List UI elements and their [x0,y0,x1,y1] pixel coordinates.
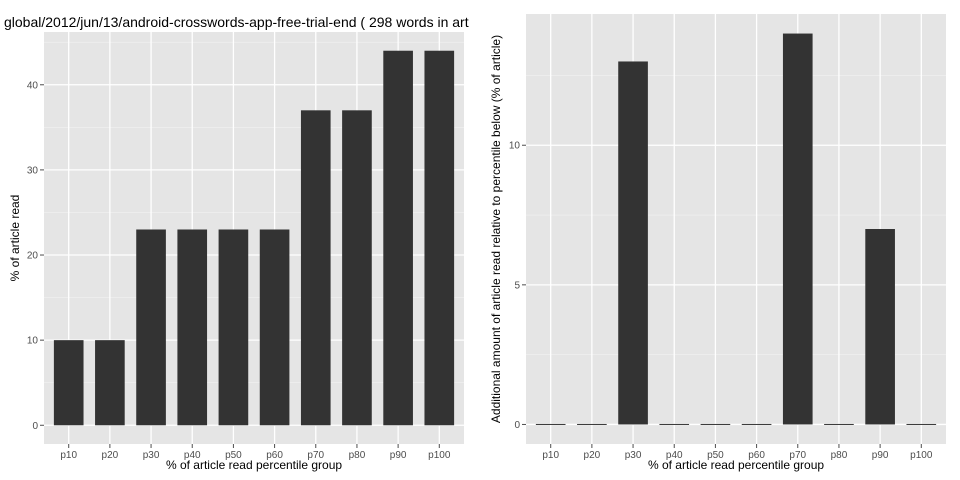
x-tick-label: p20 [584,450,601,461]
x-tick-label: p40 [666,450,683,461]
x-tick-label: p10 [60,450,77,461]
y-tick-label: 10 [27,336,39,347]
bar-p20 [95,340,125,426]
y-tick-label: 0 [514,420,520,431]
y-tick-label: 10 [509,141,521,152]
bar-p10 [53,340,84,426]
x-tick-label: p10 [542,450,559,461]
bar-p90 [383,50,413,426]
bar-p50 [218,229,249,426]
bar-p40 [659,423,690,425]
bar-p70 [782,33,813,425]
bar-p30 [618,61,648,425]
bar-p70 [300,110,331,426]
chart-panel-1: 0 10 20 30 40 p10 p20 p30 p40 p50 p60 p70 p80 p90 p100… [4,14,469,472]
x-tick-label: p70 [789,450,806,461]
x-tick-label: p60 [266,450,283,461]
y-axis-title: Additional amount of article read relati… [489,35,503,423]
x-tick-label: p90 [872,450,889,461]
x-tick-label: p50 [225,450,242,461]
chart-title: global/2012/jun/13/android-crosswords-ap… [4,14,469,30]
bar-p100 [906,423,937,425]
x-tick-label: p80 [831,450,848,461]
x-tick-label: p60 [748,450,765,461]
y-tick-label: 20 [27,251,39,262]
bar-p40 [177,229,208,426]
y-tick-label: 0 [32,421,38,432]
bar-p60 [259,229,290,426]
x-axis-title: % of article read percentile group [166,458,342,472]
bar-p80 [824,423,854,425]
y-tick-label: 5 [514,280,520,291]
bar-p20 [577,423,607,425]
x-tick-label: p40 [184,450,201,461]
bar-p60 [741,423,772,425]
x-tick-label: p30 [625,450,642,461]
bar-p100 [424,50,455,426]
x-tick-label: p20 [102,450,119,461]
x-tick-label: p30 [143,450,160,461]
bar-p50 [700,423,731,425]
chart-panel-2: 0 5 10 p10 p20 p30 p40 p50 p60 p70 p80 p90 p100 % of … [489,14,946,472]
bar-p10 [535,423,566,425]
x-tick-label: p80 [349,450,366,461]
x-tick-label: p70 [307,450,324,461]
bar-p90 [865,229,895,425]
x-tick-label: p100 [428,450,451,461]
x-tick-label: p90 [390,450,407,461]
y-axis-title: % of article read [8,195,22,282]
y-tick-label: 30 [27,165,39,176]
x-tick-label: p100 [910,450,933,461]
bar-p80 [342,110,372,426]
x-axis-title: % of article read percentile group [648,458,824,472]
y-tick-label: 40 [27,80,39,91]
x-tick-label: p50 [707,450,724,461]
bar-p30 [136,229,166,426]
